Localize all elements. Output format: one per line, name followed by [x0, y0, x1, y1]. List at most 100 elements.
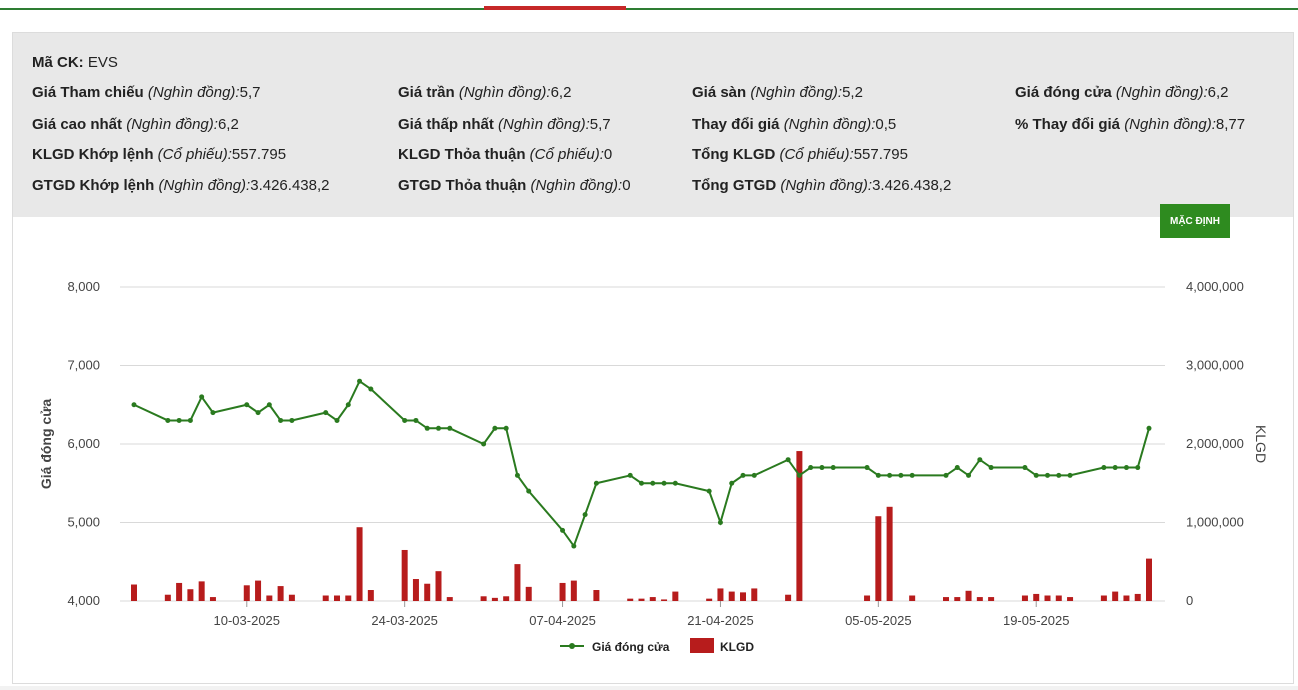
info-unit: (Nghìn đồng): — [458, 84, 551, 101]
info-unit: (Nghìn đồng): — [126, 116, 218, 133]
volume-bar — [322, 595, 329, 601]
y-right-tick-label: 3,000,000 — [1186, 358, 1244, 373]
info-cell: Giá Tham chiếu (Nghìn đồng):5,7 — [32, 83, 260, 103]
stock-info-summary: Mã CK: EVS Giá Tham chiếu (Nghìn đồng):5… — [13, 33, 1293, 217]
close-price-point — [199, 394, 205, 400]
close-price-point — [966, 472, 972, 478]
close-price-point — [131, 402, 137, 408]
default-view-button[interactable]: MẶC ĐỊNH — [1160, 204, 1230, 238]
info-unit: (Cổ phiếu): — [529, 146, 604, 163]
volume-bar — [954, 597, 961, 601]
volume-bar — [717, 588, 724, 601]
volume-bar — [559, 582, 566, 601]
info-cell: GTGD Thỏa thuận (Nghìn đồng):0 — [398, 176, 631, 196]
close-price-point — [436, 425, 441, 431]
volume-bar — [503, 596, 510, 601]
y-right-tick-label: 4,000,000 — [1186, 279, 1244, 294]
volume-bar — [243, 585, 250, 601]
close-price-point — [1135, 465, 1141, 471]
volume-bar — [593, 590, 600, 601]
volume-bar — [1134, 593, 1141, 601]
x-tick-label: 05-05-2025 — [845, 613, 912, 628]
close-price-line — [133, 379, 1150, 549]
x-tick-label: 19-05-2025 — [1003, 613, 1070, 628]
page-bottom-strip — [0, 686, 1298, 690]
close-price-point — [176, 417, 182, 423]
volume-bar — [491, 597, 498, 601]
close-price-point — [492, 425, 498, 431]
close-price-point — [278, 417, 284, 423]
volume-bar — [1146, 558, 1152, 601]
close-price-point — [729, 480, 735, 486]
info-unit: (Cổ phiếu): — [779, 146, 854, 163]
info-value: 0 — [603, 146, 613, 163]
info-label: GTGD Thỏa thuận — [398, 177, 531, 194]
close-price-point — [481, 441, 487, 447]
close-price-point — [706, 488, 712, 494]
legend-label-volume: KLGD — [720, 640, 754, 654]
legend-bar-swatch — [690, 638, 714, 653]
info-cell: KLGD Khớp lệnh (Cổ phiếu):557.795 — [32, 145, 286, 165]
info-unit: (Nghìn đồng): — [783, 116, 876, 133]
close-price-point — [368, 386, 374, 392]
info-unit: (Nghìn đồng): — [1124, 116, 1216, 133]
info-cell: GTGD Khớp lệnh (Nghìn đồng):3.426.438,2 — [32, 176, 329, 196]
volume-bar — [514, 564, 521, 601]
close-price-point — [819, 465, 825, 471]
close-price-point — [187, 417, 193, 423]
close-price-point — [661, 480, 667, 486]
volume-bar — [638, 598, 645, 601]
info-cell: Giá cao nhất (Nghìn đồng):6,2 — [32, 115, 239, 135]
volume-bar — [751, 588, 758, 601]
legend-line-marker — [569, 643, 575, 649]
close-price-point — [909, 472, 915, 478]
close-price-point — [1123, 465, 1129, 471]
stock-panel: Mã CK: EVS Giá Tham chiếu (Nghìn đồng):5… — [12, 32, 1294, 684]
close-price-point — [165, 417, 171, 423]
volume-bar — [1112, 591, 1119, 601]
volume-bar — [706, 598, 713, 601]
volume-bar — [480, 596, 487, 601]
volume-bar — [1067, 597, 1074, 601]
info-value: 5,7 — [239, 84, 261, 101]
close-price-point — [830, 465, 836, 471]
volume-bar — [424, 583, 431, 601]
volume-bar — [965, 590, 972, 601]
info-value: 6,2 — [1207, 84, 1229, 101]
info-cell: Giá đóng cửa (Nghìn đồng):6,2 — [1015, 83, 1228, 103]
y-left-tick-label: 8,000 — [67, 279, 100, 294]
info-cell: Tổng GTGD (Nghìn đồng):3.426.438,2 — [692, 176, 951, 196]
close-price-point — [639, 480, 644, 486]
info-unit: (Nghìn đồng): — [158, 177, 251, 194]
close-price-point — [1101, 465, 1107, 471]
symbol-row: Mã CK: EVS — [32, 53, 118, 73]
close-price-point — [447, 425, 453, 431]
info-value: 8,77 — [1215, 116, 1246, 133]
y-left-tick-label: 5,000 — [67, 515, 100, 530]
volume-bar — [277, 586, 284, 601]
x-tick-label: 10-03-2025 — [214, 613, 281, 628]
y-left-tick-label: 6,000 — [67, 436, 100, 451]
volume-bar — [976, 597, 983, 601]
close-price-point — [875, 472, 881, 478]
top-nav-bar — [0, 0, 1298, 10]
info-value: 5,7 — [589, 116, 611, 133]
volume-bar — [796, 451, 803, 601]
info-cell: Giá thấp nhất (Nghìn đồng):5,7 — [398, 115, 611, 135]
y-right-tick-label: 2,000,000 — [1186, 436, 1244, 451]
symbol-value: EVS — [87, 54, 118, 71]
close-price-point — [503, 425, 509, 431]
close-price-point — [1067, 472, 1073, 478]
volume-bar — [356, 527, 363, 601]
volume-bar — [943, 597, 949, 601]
info-label: Thay đổi giá — [692, 116, 784, 133]
x-tick-label: 21-04-2025 — [687, 613, 754, 628]
info-label: KLGD Thỏa thuận — [398, 146, 530, 163]
info-label: Giá thấp nhất — [398, 116, 499, 133]
close-price-point — [627, 472, 633, 478]
close-price-point — [887, 472, 893, 478]
y-left-tick-label: 4,000 — [67, 593, 100, 608]
volume-bar — [886, 506, 893, 601]
volume-bar — [1044, 595, 1051, 601]
info-value: 0,5 — [875, 116, 897, 133]
